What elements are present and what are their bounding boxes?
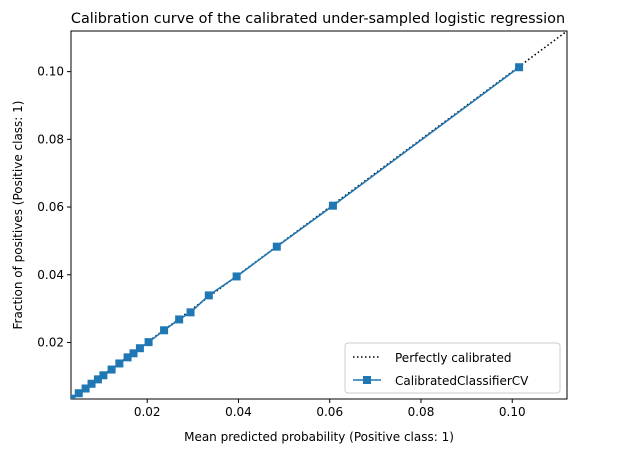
calibrated-classifier-point [71,394,76,399]
legend-box [344,342,561,394]
legend-calibrated-marker [363,376,371,384]
x-axis-ticks: 0.02 0.04 0.06 0.08 0.10 [134,399,526,419]
calibrated-classifier-point [160,326,169,335]
calibrated-classifier-point [123,353,132,362]
plot-content [71,31,567,399]
calibrated-classifier-point [93,375,102,384]
calibrated-classifier-point [129,349,138,358]
x-tick-label: 0.02 [134,405,161,419]
y-tick-label: 0.04 [37,268,64,282]
chart-title: Calibration curve of the calibrated unde… [71,11,565,27]
calibrated-classifier-point [81,384,90,393]
x-tick-label: 0.06 [316,405,343,419]
x-tick-label: 0.08 [408,405,435,419]
y-tick-label: 0.06 [37,200,64,214]
calibrated-classifier-point [115,359,124,368]
y-tick-label: 0.10 [37,65,64,79]
y-axis-ticks: 0.02 0.04 0.06 0.08 0.10 [37,65,71,349]
calibrated-classifier-point [186,308,195,317]
calibrated-classifier-point [515,63,524,72]
calibrated-classifier-point [144,338,153,347]
legend: Perfectly calibrated CalibratedClassifie… [344,342,561,394]
x-tick-label: 0.10 [499,405,526,419]
calibrated-classifier-point [135,344,144,353]
y-tick-label: 0.02 [37,335,64,349]
calibrated-classifier-point [175,315,184,324]
calibrated-classifier-point [204,291,213,300]
calibrated-classifier-point [74,389,83,398]
calibrated-classifier-point [272,242,281,251]
calibrated-classifier-point [107,365,116,374]
calibrated-classifier-point [87,379,96,388]
legend-perfect-label: Perfectly calibrated [395,351,512,365]
x-tick-label: 0.04 [225,405,252,419]
y-tick-label: 0.08 [37,132,64,146]
legend-calibrated-label: CalibratedClassifierCV [395,374,529,388]
calibrated-classifier-point [99,371,108,380]
y-axis-label: Fraction of positives (Positive class: 1… [11,101,25,330]
x-axis-label: Mean predicted probability (Positive cla… [184,430,454,444]
calibrated-classifier-point [232,272,241,281]
series-layer [71,31,567,399]
calibrated-classifier-point [328,201,337,210]
